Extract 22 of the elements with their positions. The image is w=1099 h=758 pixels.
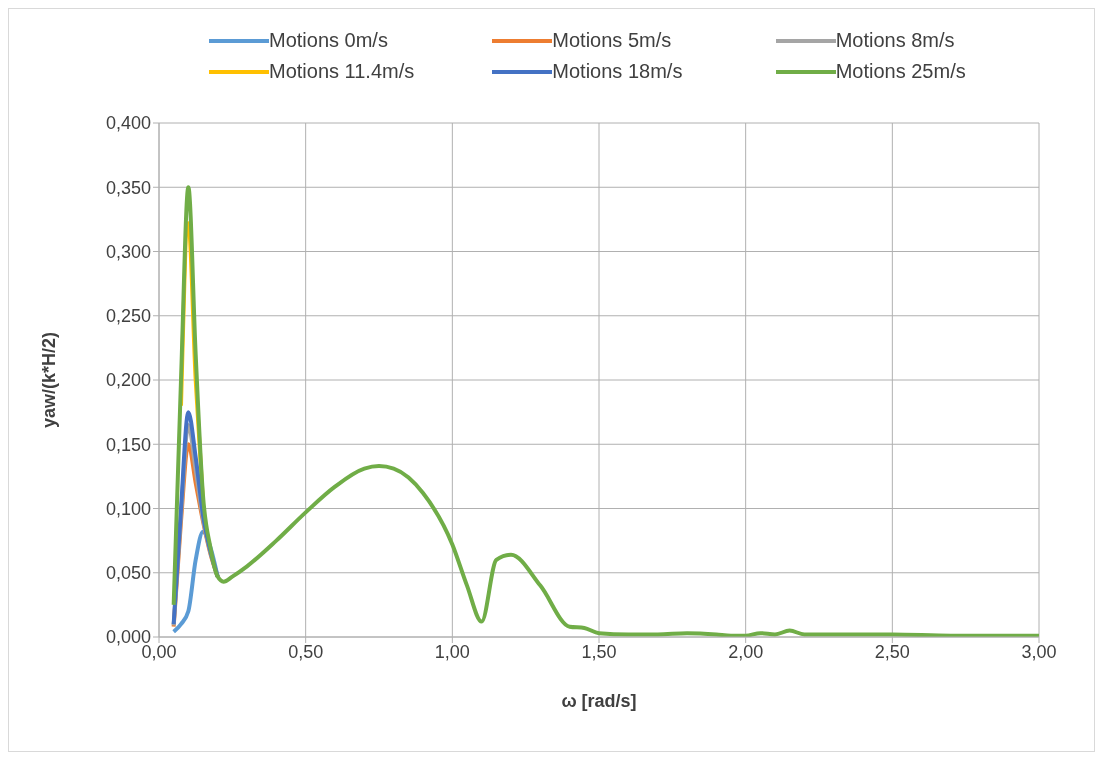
x-tick-label: 0,50 [288,641,324,662]
x-tick-label: 2,50 [874,641,910,662]
y-tick-label: 0,300 [105,241,151,262]
legend-label: Motions 0m/s [269,29,388,52]
y-axis-title: yaw/(k*H/2) [39,331,60,429]
y-tick-label: 0,400 [105,113,151,134]
legend-label: Motions 25m/s [835,60,966,83]
y-tick-label: 0,250 [105,306,151,327]
legend-label: Motions 18m/s [552,60,683,83]
x-axis-title: ω [rad/s] [561,691,637,711]
x-tick-label: 1,50 [581,641,617,662]
x-tick-label: 2,00 [728,641,764,662]
legend-label: Motions 8m/s [835,29,955,52]
y-tick-label: 0,050 [105,563,151,584]
y-tick-label: 0,100 [105,498,151,519]
legend-label: Motions 5m/s [552,29,672,52]
legend-label: Motions 11.4m/s [269,60,415,83]
y-tick-label: 0,350 [105,177,151,198]
x-tick-label: 1,00 [434,641,470,662]
y-tick-label: 0,200 [105,370,151,391]
x-tick-label: 3,00 [1021,641,1057,662]
y-tick-label: 0,150 [105,434,151,455]
